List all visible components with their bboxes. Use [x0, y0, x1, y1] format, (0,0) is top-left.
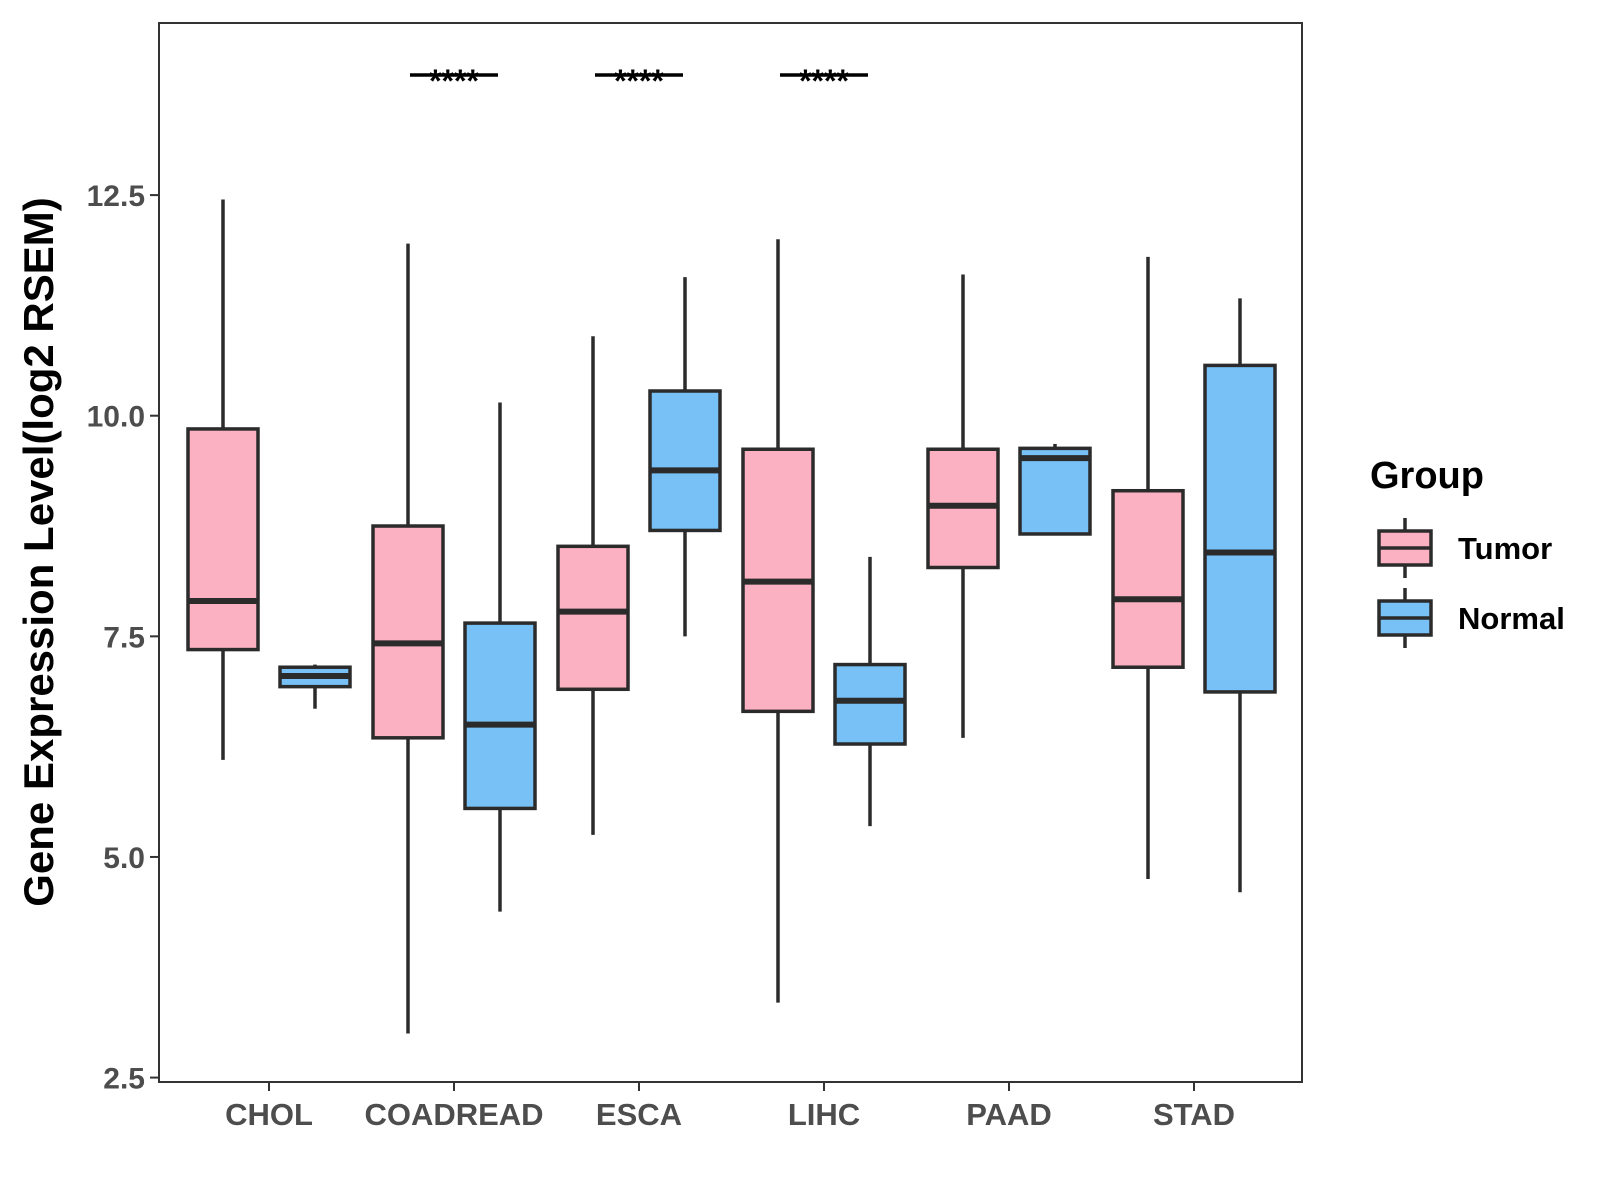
box-tumor-lihc: [741, 239, 815, 1003]
y-axis-label: Gene Expression Level(log2 RSEM): [15, 197, 62, 907]
box-normal-paad: [1018, 443, 1092, 536]
box-normal-chol: [278, 664, 352, 709]
legend-title: Group: [1370, 455, 1484, 497]
x-category-label: LIHC: [788, 1097, 860, 1132]
x-axis: CHOL COADREAD ESCA LIHC PAAD STAD: [225, 1082, 1235, 1132]
significance-layer: **** **** ****: [410, 63, 868, 99]
legend-label: Normal: [1458, 601, 1565, 636]
box-normal-esca: [648, 277, 722, 637]
x-category-label: ESCA: [596, 1097, 682, 1132]
y-tick-label: 12.5: [87, 180, 145, 213]
box-body: [556, 544, 630, 692]
box-body: [186, 427, 260, 652]
box-normal-lihc: [833, 556, 907, 827]
box-body: [648, 389, 722, 533]
box-body: [1018, 446, 1092, 536]
box-tumor-esca: [556, 336, 630, 835]
legend-label: Tumor: [1458, 531, 1552, 566]
legend-item-normal[interactable]: Normal: [1377, 588, 1565, 648]
box-tumor-paad: [926, 274, 1000, 738]
significance-label: ****: [429, 63, 479, 99]
x-category-label: STAD: [1153, 1097, 1235, 1132]
x-category-label: CHOL: [225, 1097, 313, 1132]
box-tumor-coadread: [371, 243, 445, 1034]
box-body: [1203, 363, 1277, 694]
legend-item-tumor[interactable]: Tumor: [1377, 518, 1552, 578]
box-normal-stad: [1203, 298, 1277, 893]
box-body: [833, 662, 907, 746]
y-tick-label: 7.5: [103, 621, 145, 654]
box-normal-coadread: [463, 402, 537, 912]
box-tumor-stad: [1111, 256, 1185, 880]
y-axis: 2.5 5.0 7.5 10.0 12.5: [87, 180, 159, 1096]
boxes-layer: [186, 199, 1277, 1034]
box-body: [1111, 488, 1185, 669]
box-body: [463, 621, 537, 811]
significance-label: ****: [614, 63, 664, 99]
box-tumor-chol: [186, 199, 260, 760]
y-tick-label: 5.0: [103, 842, 145, 875]
legend[interactable]: Group Tumor Normal: [1370, 455, 1565, 648]
significance-label: ****: [799, 63, 849, 99]
x-category-label: COADREAD: [364, 1097, 543, 1132]
y-tick-label: 2.5: [103, 1063, 145, 1096]
y-tick-label: 10.0: [87, 401, 145, 434]
box-body: [371, 524, 445, 740]
x-category-label: PAAD: [966, 1097, 1052, 1132]
